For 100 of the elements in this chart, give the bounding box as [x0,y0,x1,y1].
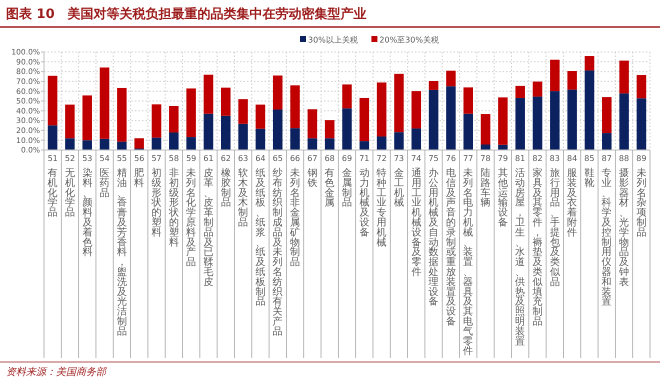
bar [169,106,179,132]
x-tick-label: 89 未列名杂项制品 [636,154,646,238]
bar [117,88,127,142]
bar [65,138,75,150]
legend-label: 20%至30%关税 [379,35,439,44]
category-label: 66 未列名非金属矿物制品 [290,154,300,268]
category-label: 83 旅行用品、手提包及类似品 [550,154,560,288]
bar [446,70,456,86]
bar [221,116,231,150]
bar [446,86,456,150]
category-label: 87 专业、科学及控制用仪器和装置 [602,154,612,308]
bar [272,110,282,150]
bar [360,98,370,142]
x-tick-label: 54 医药品 [100,154,110,199]
bar [550,91,560,150]
x-tick-label: 78 陆路车辆 [480,154,491,209]
x-tick-label: 84 服装及衣着附件 [566,154,578,238]
bar [324,138,334,150]
category-label: 61 皮革、皮革制品及已鞣毛皮 [203,154,214,288]
x-tick-label: 68 有色金属 [324,154,335,209]
category-label: 65 纱布纺织制成品及未列名纺织有关产品 [272,154,283,338]
x-tick-label: 79 其他运输设备 [498,154,508,228]
category-label: 82 家具及其零件，褥垫及类似填充制品 [532,154,543,328]
category-label: 59 未列名化学原料及产品 [186,154,196,268]
bar [117,142,127,150]
bar [394,132,404,150]
x-tick-label: 71 动力机械及设备 [359,154,370,238]
category-label: 53 染料、颜料及着色料 [82,154,92,258]
x-tick-label: 51 有机化学品 [48,154,58,219]
bar [394,74,404,132]
bar [428,81,438,90]
x-tick-label: 73 金工机械 [394,154,404,209]
category-label: 75 办公用机械及自动数据处理设备 [428,154,439,308]
x-tick-label: 67 钢铁 [306,154,318,189]
bar [256,104,266,129]
bar [48,125,58,150]
bar [169,132,179,150]
category-label: 64 纸及纸板、纸浆、纸及纸板制品 [255,154,266,308]
bar [532,82,542,97]
bar [412,91,422,128]
bar [324,120,334,138]
bar [636,98,646,150]
bar [463,87,473,114]
category-label: 81 活动房屋，卫生、水道、供热及照明装置 [515,154,526,348]
bar [82,95,92,140]
bar [290,85,300,128]
bar [636,75,646,98]
bar [65,104,75,138]
bar [376,82,386,136]
bar [584,56,594,70]
bar [480,114,490,145]
bar [100,67,110,139]
bar [498,97,508,145]
bar [412,128,422,150]
bar [186,88,196,138]
bar [290,128,300,150]
bar [238,99,248,124]
category-label: 74 通用工业机械设备及零件 [411,154,422,278]
bar [204,74,214,114]
bar [480,144,490,150]
bar [515,86,525,98]
bar [567,90,577,150]
bar [602,97,612,134]
bar [584,70,594,150]
bar [342,84,352,108]
bar [100,138,110,150]
bar [256,128,266,150]
x-tick-label: 63 软木及木制品 [238,154,248,228]
bar [204,114,214,150]
bar [152,104,162,138]
x-tick-label: 56 肥料 [134,154,144,189]
category-label: 55 精油、香膏及芳香料，盥洗及光洁制品 [116,154,128,338]
x-tick-label: 85 鞋靴 [584,154,594,189]
chart-title: 图表 10 美国对等关税负担最重的品类集中在劳动密集型产业 [6,6,367,22]
x-tick-label: 62 橡胶制品 [220,154,231,209]
legend-label: 30%以上关税 [308,35,358,44]
bar [567,71,577,90]
category-label: 88 摄影器材、光学物品及钟表 [618,154,630,288]
bar [342,108,352,150]
text: 资料来源：美国商务部 [6,366,108,378]
bar [463,114,473,150]
bar [308,109,318,138]
bar [82,140,92,150]
bar [221,88,231,116]
category-label: 72 特种工业专用机械 [376,154,387,248]
bar [272,76,282,110]
bar [48,76,58,126]
bar [308,138,318,150]
bar [186,137,196,150]
x-tick-label: 69 金属制品 [342,154,352,209]
bar [619,60,629,94]
bar [376,136,386,150]
bar [619,93,629,150]
bar [152,138,162,150]
category-label: 58 非初级形状的塑料 [168,154,179,248]
bar [550,60,560,92]
category-label: 77 未列名电力机械、装置、器具及其电气零件 [463,154,474,358]
bar [238,124,248,150]
x-tick-label: 52 无机化学品 [64,154,76,219]
bar [360,141,370,150]
